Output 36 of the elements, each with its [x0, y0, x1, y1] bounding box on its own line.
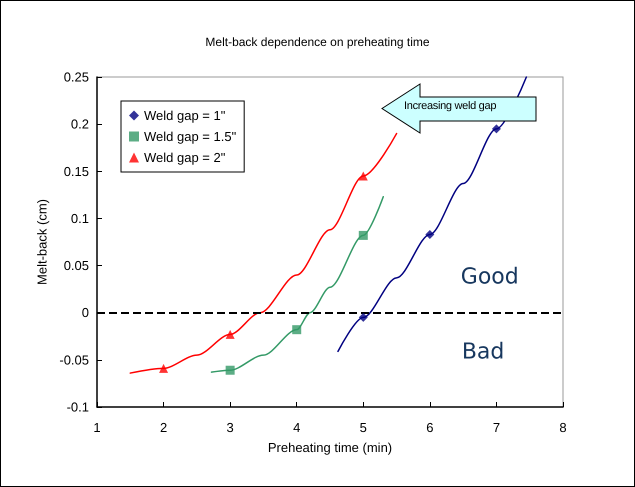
y-tick-label: 0.15: [64, 164, 89, 179]
point: [358, 312, 368, 322]
x-tick-label: 3: [226, 420, 234, 435]
y-tick-label: -0.1: [66, 400, 89, 414]
point: [226, 366, 235, 375]
x-tick-label: 4: [293, 420, 300, 435]
y-tick-label: 0.1: [70, 210, 89, 226]
x-tick-label: 1: [93, 420, 101, 435]
annotation: Bad: [462, 340, 504, 365]
chart-title: Melt-back dependence on preheating time: [205, 35, 430, 49]
x-tick-label: 7: [492, 420, 500, 435]
x-tick-label: 8: [559, 420, 567, 435]
x-tick-label: 2: [160, 420, 168, 435]
x-tick-label: 5: [360, 420, 367, 435]
point: [425, 230, 434, 239]
legend-label: Weld gap = 2": [144, 150, 226, 165]
annotation: Good: [460, 264, 519, 290]
point: [226, 330, 235, 339]
point: [358, 172, 368, 180]
y-tick-label: 0.2: [70, 116, 89, 132]
point: [292, 325, 302, 334]
y-axis-title: Melt-back (cm): [34, 199, 50, 285]
y-tick-label: 0: [82, 305, 89, 320]
point: [492, 124, 501, 134]
point: [159, 364, 168, 373]
point: [358, 230, 368, 240]
y-tick-label: 0.25: [64, 70, 89, 84]
left-arrow: Increasing weld gap: [381, 83, 537, 134]
y-tick-label: 0.05: [64, 258, 89, 274]
legend-label: Weld gap = 1.5": [144, 129, 237, 144]
annotation: Increasing weld gap: [404, 100, 496, 112]
x-tick-label: 6: [426, 420, 434, 435]
legend-label: Weld gap = 1": [144, 108, 226, 123]
x-axis-title: Preheating time (min): [268, 440, 392, 455]
y-tick-label: -0.05: [59, 352, 89, 368]
line-series: [130, 132, 398, 374]
